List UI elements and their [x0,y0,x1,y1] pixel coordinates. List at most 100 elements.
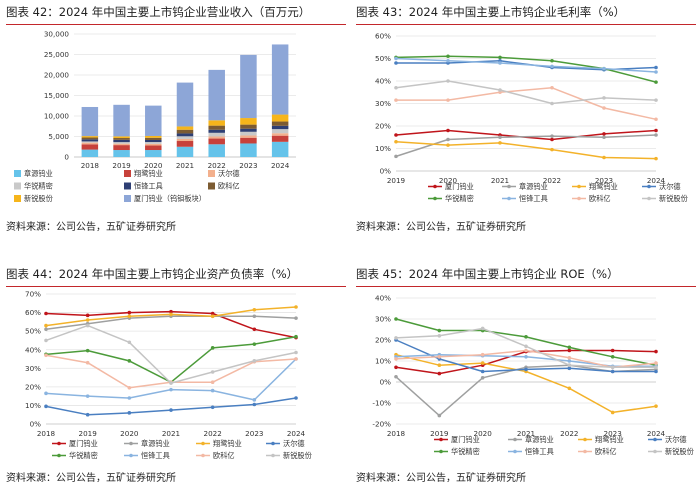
legend-swatch [208,182,215,190]
data-point [602,66,606,71]
x-tick-label: 2022 [560,429,578,438]
legend-label: 欧科亿 [589,194,611,203]
y-tick-label: 30% [25,364,41,373]
legend-marker [439,437,443,442]
data-point [85,318,90,322]
data-point [480,326,485,331]
data-point [127,310,132,315]
data-point [567,345,572,350]
bar-segment [208,136,225,139]
legend-marker [57,441,61,446]
data-point [169,381,173,385]
data-point [446,98,450,102]
data-point [524,344,528,349]
data-point [394,357,398,361]
data-point [394,85,398,90]
data-point [610,369,615,374]
legend-marker [57,453,61,458]
roe-chart: -20% -10% 0% 10% 20% 30% 40% 2018 2019 2020 2021 20… [372,294,693,456]
data-point [550,85,554,90]
series-line [45,397,297,416]
legend-swatch [208,170,215,177]
legend-marker [583,437,587,442]
data-point [252,307,257,312]
legend-label: 翔鹭钨业 [589,182,618,191]
bar-segment [240,54,257,119]
legend-marker [201,441,205,446]
title-rule [6,24,346,25]
source-note: 资料来源：公司公告，五矿证券研究所 [356,222,526,233]
y-tick-label: 70% [25,290,41,299]
y-tick-label: 50% [25,327,41,336]
legend-marker [129,453,133,458]
bar-segment [113,150,130,157]
bar-segment [113,138,130,140]
legend-label: 翔鹭钨业 [134,169,163,178]
bar-segment [208,138,225,145]
legend-label: 沃尔德 [218,169,240,178]
series-line [395,141,657,160]
bar-segment [81,141,99,143]
data-point [252,402,257,407]
y-tick-label: 25,000 [44,50,70,59]
x-tick-label: 2024 [287,429,306,438]
series-line [45,324,297,384]
data-point [437,355,442,359]
x-tick-label: 2021 [162,429,180,438]
data-point [498,141,502,145]
y-tick-label: 5,000 [48,132,69,141]
data-point [602,135,606,140]
bar-segment [176,136,194,139]
bar-segment [208,132,225,137]
bar-segment [208,129,225,133]
data-point [446,54,450,59]
data-point [294,316,298,320]
data-point [524,348,528,353]
data-point [210,314,215,319]
legend-label: 恒锋工具 [525,447,554,456]
series-line [45,358,297,401]
x-tick-label: 2021 [176,161,194,170]
data-point [394,374,398,379]
data-point [480,361,485,365]
data-point [524,335,528,339]
data-point [550,101,554,106]
legend-marker [201,453,205,458]
bar-segment [113,145,130,151]
legend-label: 欧科亿 [595,447,617,456]
series-line [395,55,657,83]
legend-marker [507,184,511,189]
chart-title: 图表 43：2024 年中国主要上市钨企业毛利率（%） [356,5,626,19]
bar-segment [271,44,289,115]
bar-segment [81,136,99,138]
data-point [654,133,658,137]
data-point [446,128,450,133]
y-tick-label: 10% [25,401,41,410]
y-tick-label: 60% [375,32,391,41]
data-point [610,365,615,370]
legend-marker [577,196,581,201]
legend-marker [647,196,651,201]
data-point [210,370,215,374]
data-point [446,79,450,83]
data-point [550,147,554,152]
roe-panel: 图表 45：2024 年中国主要上市钨企业 ROE（%） -20% -10% 0% 1… [356,266,696,501]
y-tick-label: 60% [25,308,41,317]
bar-segment [240,118,257,125]
data-point [524,367,528,372]
legend-label: 新锐股份 [283,451,312,460]
legend-swatch [14,170,21,177]
bar-segment [81,149,99,157]
y-tick-label: 30,000 [44,30,70,39]
data-point [294,396,298,400]
x-tick-label: 2024 [647,429,666,438]
y-tick-label: 30% [375,315,391,324]
data-point [85,323,90,328]
legend-marker [653,437,657,442]
legend-label: 章源钨业 [525,435,554,444]
source-note: 资料来源：公司公告，五矿证券研究所 [6,222,176,233]
data-point [394,98,398,102]
legend-label: 章源钨业 [519,182,548,191]
data-point [498,135,502,140]
y-tick-label: 40% [25,345,41,354]
